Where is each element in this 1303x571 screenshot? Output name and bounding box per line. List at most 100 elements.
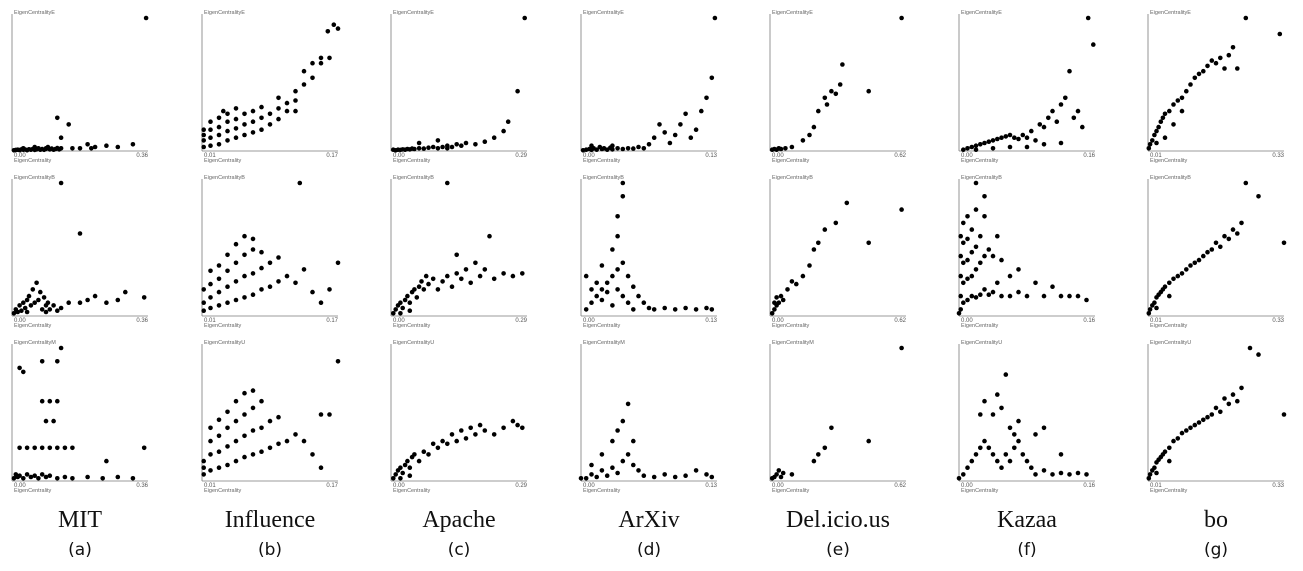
x-axis-label: EigenCentrality — [204, 488, 242, 494]
data-point — [250, 405, 256, 411]
data-point — [816, 240, 821, 246]
data-point — [776, 300, 782, 306]
column-caption: bo (g) — [1123, 505, 1303, 563]
data-point — [1243, 180, 1249, 186]
data-point — [973, 452, 979, 457]
x-tick-label: 0.17 — [326, 153, 338, 159]
network-name: Apache — [422, 507, 496, 533]
data-point — [651, 135, 657, 140]
data-point — [233, 126, 239, 131]
x-tick-label: 0.33 — [1272, 483, 1284, 489]
data-point — [250, 236, 256, 242]
y-axis-label: EigenCentralityM — [14, 340, 56, 346]
x-tick-label: 0.00 — [393, 153, 405, 159]
data-point — [583, 307, 589, 312]
data-point — [440, 144, 445, 150]
data-point — [1162, 135, 1168, 140]
data-point — [473, 260, 478, 266]
data-point — [301, 82, 307, 87]
data-point — [32, 144, 37, 150]
data-point — [807, 132, 812, 138]
scatter-panel: EigenCentralityB 0.00 0.29 EigenCentrality — [390, 175, 528, 329]
data-point — [772, 307, 777, 312]
data-point — [216, 303, 222, 308]
data-point — [250, 428, 256, 433]
data-point — [463, 140, 469, 146]
data-point — [318, 60, 324, 66]
data-point — [631, 284, 636, 290]
data-point — [978, 233, 983, 239]
scatter-panel: EigenCentralityB 0.00 0.36 EigenCentrality — [11, 175, 149, 329]
data-point — [899, 207, 904, 212]
data-point — [426, 452, 431, 457]
data-point — [405, 458, 410, 464]
data-point — [1058, 140, 1064, 146]
data-point — [17, 445, 22, 451]
subfigure-label: (a) — [68, 540, 92, 560]
data-point — [454, 438, 460, 444]
data-point — [77, 146, 83, 151]
data-point — [1003, 134, 1009, 139]
data-point — [70, 445, 75, 451]
data-point — [407, 300, 413, 306]
data-point — [1201, 68, 1206, 74]
data-point — [459, 276, 464, 282]
data-point — [259, 265, 264, 271]
data-point — [445, 180, 450, 186]
data-point — [250, 108, 256, 114]
data-point — [1146, 311, 1152, 316]
data-point — [201, 465, 206, 471]
data-point — [958, 307, 963, 312]
data-point — [599, 452, 605, 457]
data-point — [412, 452, 417, 457]
data-point — [1084, 472, 1089, 477]
data-point — [407, 308, 413, 314]
data-point — [216, 433, 222, 439]
data-point — [398, 311, 403, 316]
data-point — [1029, 465, 1034, 471]
data-point — [620, 194, 626, 199]
data-point — [335, 260, 341, 266]
data-point — [38, 289, 43, 295]
data-point — [293, 280, 298, 286]
data-point — [24, 309, 30, 315]
data-point — [1016, 289, 1021, 295]
data-point — [327, 412, 332, 417]
data-point — [1033, 280, 1038, 286]
data-point — [615, 214, 620, 219]
data-point — [986, 292, 992, 298]
data-point — [1007, 273, 1013, 279]
scatter-panel: EigenCentralityB 0.00 0.13 EigenCentrality — [580, 175, 718, 329]
data-point — [66, 122, 71, 127]
data-point — [1230, 227, 1236, 232]
data-point — [589, 287, 594, 292]
data-point — [34, 280, 39, 286]
data-point — [982, 438, 987, 444]
data-point — [1050, 284, 1055, 290]
scatter-panel: EigenCentralityU 0.00 0.16 EigenCentrality — [956, 340, 1096, 494]
data-point — [310, 75, 315, 81]
data-point — [216, 449, 222, 455]
data-point — [92, 293, 98, 299]
x-tick-label: 0.00 — [393, 318, 405, 324]
data-point — [43, 309, 49, 315]
data-point — [811, 124, 817, 130]
data-point — [267, 111, 273, 117]
data-point — [811, 247, 817, 252]
x-tick-label: 0.00 — [393, 483, 405, 489]
data-point — [1230, 45, 1236, 50]
y-axis-label: EigenCentralityE — [204, 10, 245, 16]
data-point — [233, 279, 239, 284]
data-point — [625, 273, 631, 279]
data-point — [610, 438, 615, 444]
data-point — [225, 128, 230, 134]
data-point — [515, 88, 520, 94]
data-point — [115, 474, 121, 480]
data-point — [1020, 132, 1026, 138]
data-point — [1067, 293, 1072, 299]
data-point — [651, 474, 657, 480]
data-point — [683, 111, 688, 117]
x-tick-label: 0.29 — [515, 318, 527, 324]
data-point — [435, 287, 441, 292]
